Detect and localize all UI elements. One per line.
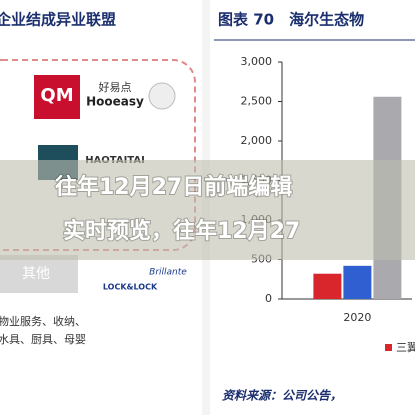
overlay-text: 实时预览，往年12月27 (63, 218, 300, 244)
chart-title: 图表 70 海尔生态物 (218, 11, 364, 29)
note: 水具、厨具、母婴 (0, 333, 86, 346)
logo: QM (40, 85, 73, 106)
x-tick-label: 2020 (343, 311, 371, 324)
logo: Hooeasy (86, 95, 144, 109)
bar (343, 266, 371, 299)
overlay-text: 往年12月27日前端编辑 (55, 174, 292, 200)
note: 物业服务、收纳、 (0, 314, 86, 328)
bar (313, 274, 341, 299)
logo-icon (149, 83, 175, 109)
y-tick-label: 3,000 (241, 55, 273, 68)
legend-label: 三翼 (396, 341, 415, 354)
y-tick-label: 0 (265, 292, 272, 305)
legend-swatch (385, 344, 392, 351)
source: 资料来源：公司公告， (222, 389, 342, 403)
left-title: 企业结成异业联盟 (0, 11, 116, 29)
logo: 其他 (22, 266, 50, 282)
y-tick-label: 2,000 (241, 134, 273, 147)
logo: Brillante (149, 268, 187, 278)
logo: 好易点 (99, 80, 132, 94)
y-tick-label: 2,500 (241, 95, 273, 108)
logo: LOCK&LOCK (103, 283, 158, 292)
